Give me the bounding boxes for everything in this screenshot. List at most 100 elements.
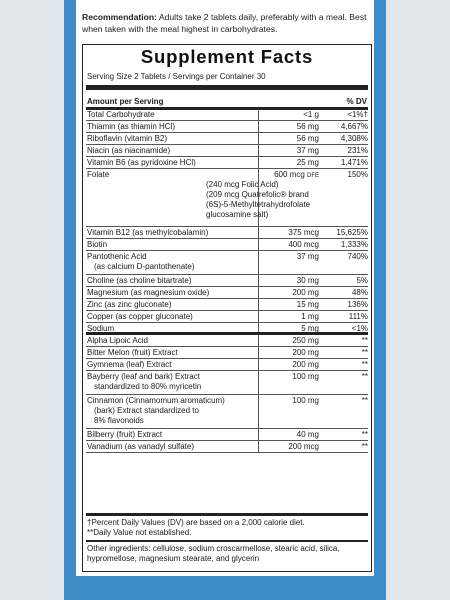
thick-divider <box>86 85 368 90</box>
daily-value: ** <box>361 372 368 381</box>
nutrient-name: Thiamin (as thiamin HCl) <box>87 122 176 131</box>
dv-header-label: % DV <box>346 97 367 106</box>
nutrient-amount: 600 mcg DFE <box>256 170 319 182</box>
amount-value: 5 mg <box>301 324 319 333</box>
column-divider <box>258 395 259 428</box>
nutrient-row: Zinc (as zinc gluconate) 15 mg 136% <box>86 299 368 311</box>
column-divider <box>258 109 259 120</box>
nutrient-row: Pantothenic Acid (as calcium D-pantothena… <box>86 251 368 275</box>
nutrient-amount: 400 mcg <box>256 240 319 250</box>
nutrient-name: Bitter Melon (fruit) Extract <box>87 348 178 357</box>
nutrient-name: Riboflavin (vitamin B2) <box>87 134 168 143</box>
nutrient-amount: 40 mg <box>256 430 319 440</box>
nutrient-name-continued: (bark) Extract standardized to <box>94 406 199 415</box>
nutrient-amount: 30 mg <box>256 276 319 286</box>
nutrient-row: Vanadium (as vanadyl sulfate) 200 mcg ** <box>86 441 368 453</box>
amount-value: <1 g <box>303 110 319 119</box>
folate-detail: glucosamine salt) <box>206 210 269 219</box>
folate-detail: (209 mcg Quatrefolic® brand <box>206 190 309 199</box>
folate-detail: (240 mcg Folic Acid) <box>206 180 279 189</box>
column-divider <box>258 299 259 310</box>
amount-header-row: Amount per Serving % DV <box>87 97 367 106</box>
folate-detail: (6S)-5-Methyltetrahydrofolate <box>206 200 311 209</box>
nutrient-row: Folate 600 mcg DFE 150% (240 mcg Folic Acid… <box>86 169 368 227</box>
daily-value: 15,625% <box>336 228 368 237</box>
nutrient-amount: 200 mcg <box>256 442 319 452</box>
daily-value: ** <box>361 336 368 345</box>
other-divider <box>86 540 368 542</box>
column-divider <box>258 239 259 250</box>
amount-value: 1 mg <box>301 312 319 321</box>
nutrient-amount: 1 mg <box>256 312 319 322</box>
nutrient-name: Total Carbohydrate <box>87 110 155 119</box>
nutrient-name: Cinnamon (Cinnamomum aromaticum) <box>87 396 225 405</box>
amount-value: 250 mg <box>292 336 319 345</box>
nutrient-name: Sodium <box>87 324 115 333</box>
amount-value: 25 mg <box>296 158 319 167</box>
column-divider <box>258 335 259 346</box>
amount-value: 40 mg <box>296 430 319 439</box>
package-edge-bottom <box>64 576 386 600</box>
amount-value: 600 mcg <box>274 170 305 179</box>
daily-value: ** <box>361 348 368 357</box>
nutrient-row: Thiamin (as thiamin HCl) 56 mg 4,667% <box>86 121 368 133</box>
daily-value: 136% <box>347 300 368 309</box>
column-divider <box>258 441 259 452</box>
nutrient-row: Magnesium (as magnesium oxide) 200 mg 48% <box>86 287 368 299</box>
daily-value: ** <box>361 430 368 439</box>
column-divider <box>258 157 259 168</box>
nutrient-name: Magnesium (as magnesium oxide) <box>87 288 210 297</box>
amount-value: 37 mg <box>296 252 319 261</box>
nutrient-row: Cinnamon (Cinnamomum aromaticum) (bark) E… <box>86 395 368 429</box>
nutrient-amount: 200 mg <box>256 348 319 358</box>
footnote-divider <box>86 513 368 516</box>
nutrient-row: Bayberry (leaf and bark) Extract standard… <box>86 371 368 395</box>
nutrient-amount: 25 mg <box>256 158 319 168</box>
column-divider <box>258 227 259 238</box>
background-left <box>0 0 64 600</box>
column-divider <box>258 371 259 394</box>
nutrient-row: Vitamin B6 (as pyridoxine HCl) 25 mg 1,471… <box>86 157 368 169</box>
nutrient-amount: <1 g <box>256 110 319 120</box>
nutrient-amount: 56 mg <box>256 122 319 132</box>
nutrient-name-continued: 8% flavonoids <box>94 416 144 425</box>
nutrient-row: Biotin 400 mcg 1,333% <box>86 239 368 251</box>
amount-value: 400 mcg <box>288 240 319 249</box>
nutrient-name: Bayberry (leaf and bark) Extract <box>87 372 200 381</box>
column-divider <box>258 359 259 370</box>
daily-value: ** <box>361 442 368 451</box>
nutrient-amount: 375 mcg <box>256 228 319 238</box>
nutrient-name: Choline (as choline bitartrate) <box>87 276 192 285</box>
header-divider <box>86 107 368 110</box>
amount-unit: DFE <box>307 173 319 179</box>
nutrient-row: Bilberry (fruit) Extract 40 mg ** <box>86 429 368 441</box>
column-divider <box>258 311 259 322</box>
nutrient-amount: 100 mg <box>256 396 319 406</box>
nutrient-name: Biotin <box>87 240 108 249</box>
nutrient-name: Niacin (as niacinamide) <box>87 146 171 155</box>
supplement-facts-panel: Supplement Facts Serving Size 2 Tablets … <box>82 44 372 572</box>
column-divider <box>258 145 259 156</box>
daily-value: <1% <box>351 324 368 333</box>
nutrient-row: Choline (as choline bitartrate) 30 mg 5% <box>86 275 368 287</box>
nutrient-row: Sodium 5 mg <1% <box>86 323 368 335</box>
amount-value: 37 mg <box>296 146 319 155</box>
daily-value: 5% <box>356 276 368 285</box>
amount-per-serving-label: Amount per Serving <box>87 97 164 106</box>
nutrient-name: Gymnema (leaf) Extract <box>87 360 172 369</box>
nutrient-row: Niacin (as niacinamide) 37 mg 231% <box>86 145 368 157</box>
nutrient-row: Vitamin B12 (as methylcobalamin) 375 mcg 1… <box>86 227 368 239</box>
nutrient-amount: 200 mg <box>256 288 319 298</box>
nutrient-name: Folate <box>87 170 110 179</box>
amount-value: 200 mcg <box>288 442 319 451</box>
daily-value: 740% <box>347 252 368 261</box>
daily-value: 4,667% <box>340 122 368 131</box>
amount-value: 30 mg <box>296 276 319 285</box>
amount-value: 56 mg <box>296 134 319 143</box>
daily-value: 1,471% <box>340 158 368 167</box>
facts-title: Supplement Facts <box>140 46 314 67</box>
daily-value: <1%† <box>347 110 368 119</box>
column-divider <box>258 275 259 286</box>
nutrient-name: Alpha Lipoic Acid <box>87 336 148 345</box>
nutrient-row: Gymnema (leaf) Extract 200 mg ** <box>86 359 368 371</box>
